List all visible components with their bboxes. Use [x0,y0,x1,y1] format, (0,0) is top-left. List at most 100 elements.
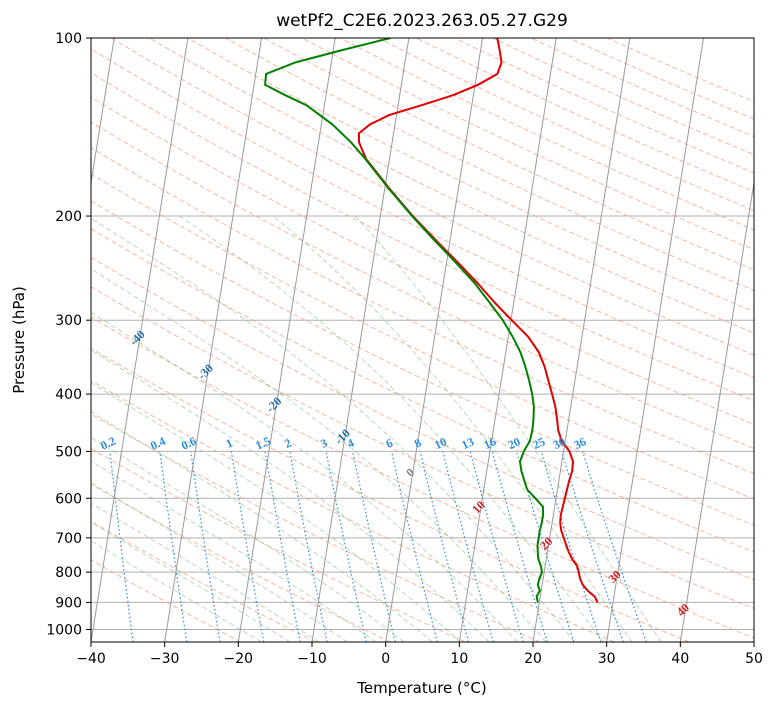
dry-adiabat [91,483,391,642]
dry-adiabat [91,447,466,642]
isotherm [237,38,336,642]
x-axis: −40 −30 −20 −10 0 10 20 30 40 50 [76,642,763,667]
moist-adiabat [91,311,518,642]
dry-adiabat [91,520,316,642]
moist-adiabat [179,215,604,642]
dry-adiabat [91,559,242,642]
y-tick-label: 500 [55,444,82,460]
isotherm [311,38,410,642]
dry-adiabat [91,347,690,642]
x-tick-label: 10 [450,651,468,667]
isotherm [532,38,631,642]
mixing-ratio-label: 20 [506,434,523,452]
x-tick-label: −10 [297,651,327,667]
mixing-ratio-label: 16 [482,434,499,452]
isotherm [679,179,754,642]
moist-adiabat [91,349,490,642]
moist-adiabat [91,482,348,642]
moist-adiabat [91,540,262,642]
mixing-ratio-label: 0.6 [179,434,199,453]
mixing-ratio-label: 6 [384,436,395,451]
dry-adiabat [91,200,754,526]
mixing-ratio-label: 25 [530,434,547,452]
dry-adiabats [91,38,754,642]
mixing-ratio-label: 0.4 [148,434,168,453]
mixing-ratio-line [419,451,470,642]
dry-adiabat [91,413,541,642]
y-tick-label: 600 [55,491,82,507]
mixing-ratio-label: 36 [572,434,589,452]
moist-adiabats [91,215,662,642]
mixing-ratio-line [491,451,548,642]
dry-adiabat [91,256,754,581]
dry-adiabat [91,96,754,425]
dry-adiabat [91,48,754,379]
x-axis-label: Temperature (°C) [356,679,486,697]
mixing-ratio-lines [109,451,647,642]
mixing-ratio-line [561,451,624,642]
dewpoint-profile [264,38,545,603]
dry-adiabat [91,72,754,402]
moist-adiabat [91,460,377,642]
mixing-ratio-line [515,451,575,642]
dry-adiabat [91,286,754,610]
mixing-ratio-label: 4 [345,436,356,451]
y-tick-label: 1000 [46,622,82,638]
y-tick-label: 800 [55,565,82,581]
mixing-ratio-line [469,451,524,642]
mixing-ratio-label: 3 [318,436,329,451]
dry-adiabat [110,38,754,356]
dry-adiabat [148,38,754,334]
moist-adiabat [272,215,633,642]
y-tick-label: 200 [55,209,82,225]
mixing-ratio-line [159,451,188,642]
mixing-ratio-label: 1 [224,436,235,451]
isotherm [385,38,484,642]
profiles [264,38,599,603]
y-tick-label: 400 [55,387,82,403]
mixing-ratio-label: 8 [412,436,423,451]
mixing-ratio-label: 1.5 [253,434,273,453]
dry-adiabat [225,38,754,291]
x-tick-label: 0 [381,651,390,667]
mixing-ratio-label: 13 [459,434,476,452]
mixing-ratio-label: 30 [551,434,568,452]
gridlines [91,38,754,630]
dry-adiabat [91,379,615,642]
x-tick-label: 30 [598,651,616,667]
x-tick-label: 20 [524,651,542,667]
x-tick-label: −40 [76,651,106,667]
mixing-ratio-line [581,451,647,642]
isotherms [91,38,754,642]
y-tick-label: 300 [55,313,82,329]
x-tick-label: −30 [150,651,180,667]
mixing-ratio-label: 0.2 [98,434,118,453]
dry-adiabat [91,173,754,500]
moist-adiabat [91,411,433,642]
y-tick-label: 900 [55,595,82,611]
dry-adiabat [91,228,754,553]
mixing-ratio-label: 2 [282,436,293,451]
y-tick-label: 700 [55,531,82,547]
isotherm [91,38,189,642]
isotherm [606,38,705,642]
x-tick-label: 50 [745,651,763,667]
mixing-ratio-line [391,451,438,642]
chart-title: wetPf2_C2E6.2023.263.05.27.G29 [276,11,568,31]
mixing-ratio-label: 10 [432,434,449,452]
plot-frame [90,37,755,643]
temperature-profile [357,38,599,603]
y-axis: 100 200 300 400 500 600 700 800 900 1000 [46,31,91,638]
isotherm [164,38,263,642]
moist-adiabat [355,215,662,642]
y-tick-label: 100 [55,31,82,47]
moist-adiabat [91,268,547,642]
x-tick-label: 40 [671,651,689,667]
y-axis-label: Pressure (hPa) [10,286,28,394]
mixing-ratio-line [325,451,367,642]
mixing-ratio-line [190,451,221,642]
plot-area: 0.10.20.40.611.52346810131620253036-100-… [91,38,754,642]
mixing-ratio-line [540,451,602,642]
